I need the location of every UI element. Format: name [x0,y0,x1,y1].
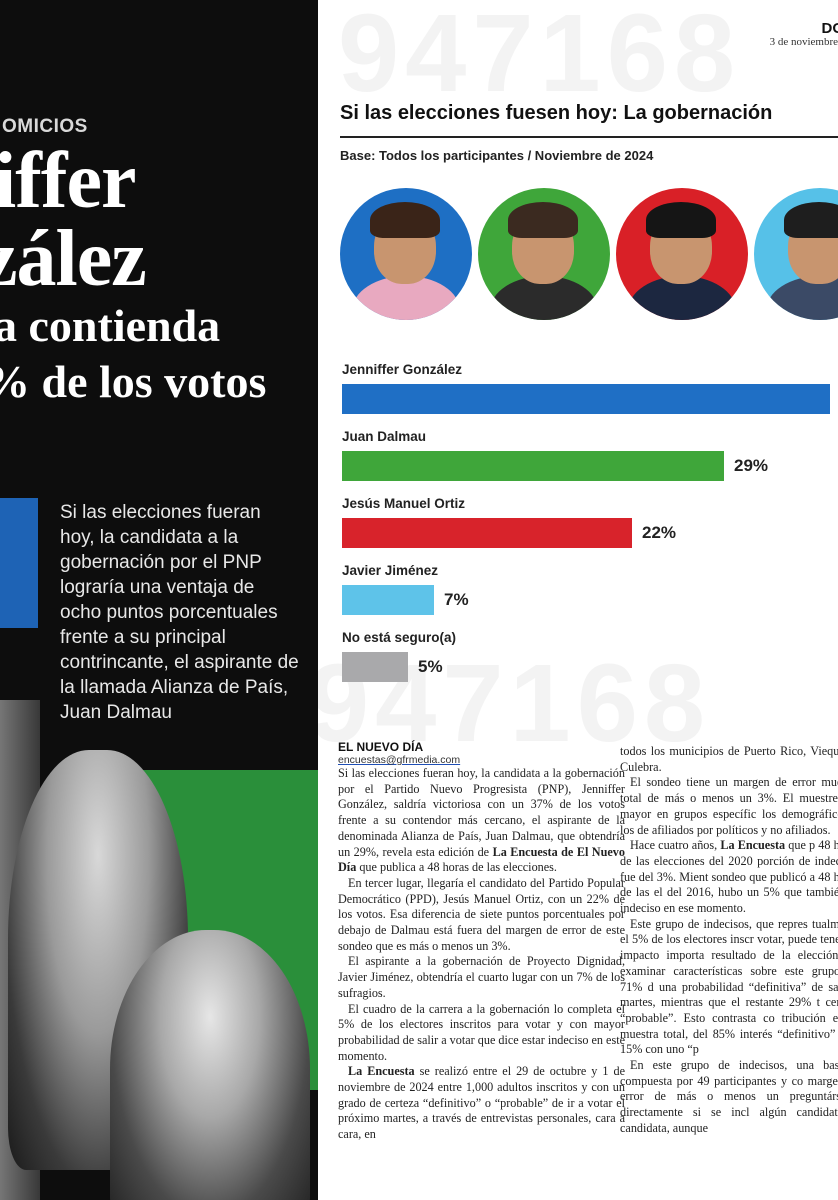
right-page: 947168 947168 DO 3 de noviembre Si las e… [318,0,838,1200]
article-paragraph: El sondeo tiene un margen de error muest… [620,775,838,837]
bar-label: Jesús Manuel Ortiz [342,496,466,511]
article-paragraph: todos los municipios de Puerto Rico, Vie… [620,744,838,774]
graphic-subtitle: Base: Todos los participantes / Noviembr… [340,148,654,163]
bar-label: Javier Jiménez [342,563,439,578]
byline: EL NUEVO DÍA [338,740,424,754]
candidate-portrait [478,188,610,320]
candidates-photo [0,700,318,1200]
bar-value-label: 5% [418,657,443,676]
author-email[interactable]: encuestas@gfrmedia.com [338,754,461,766]
article-paragraph: En este grupo de indecisos, una base p c… [620,1058,838,1135]
deck-text: Si las elecciones fueran hoy, la candida… [60,502,299,723]
graphic-title: Si las elecciones fuesen hoy: La goberna… [340,102,773,124]
portrait-hair [784,202,838,238]
headline-line-2: zález [0,215,147,303]
photo-person-2 [110,930,310,1200]
portrait-hair [370,202,440,238]
bar-value-label: 29% [734,456,769,475]
bar-label: Juan Dalmau [342,429,427,444]
headline-line-4: % de los votos [0,356,267,407]
headline-line-1: iffer [0,137,137,225]
bar-value-label: 7% [444,590,469,609]
bar [342,384,830,414]
article-paragraph: Hace cuatro años, La Encuesta que p 48 h… [620,838,838,916]
article-paragraph: La Encuesta se realizó entre el 29 de oc… [338,1064,625,1142]
headline: iffer zález a contienda % de los votos [0,137,267,410]
title-rule [340,136,838,138]
watermark: 947168 [338,0,742,115]
bar [342,585,434,615]
photo-fragment [0,498,38,628]
article-column-1: EL NUEVO DÍA encuestas@gfrmedia.com Si l… [338,740,625,1143]
section-kicker: OMICIOS [2,116,88,137]
bar-label: No está seguro(a) [342,630,457,645]
article-paragraph: Este grupo de indecisos, que repres tual… [620,916,838,1057]
bar-value-label: 22% [642,523,677,542]
candidate-portrait [616,188,748,320]
portrait-hair [508,202,578,238]
article-paragraph: En tercer lugar, llegaría el candidato d… [338,875,625,953]
article-paragraph: Si las elecciones fueran hoy, la candida… [338,766,625,875]
page-header-id: DO [821,20,838,37]
page-header-date: 3 de noviembre [769,36,838,48]
bar [342,451,724,481]
headline-line-3: a contienda [0,300,221,351]
portrait-hair [646,202,716,238]
article-paragraph: El aspirante a la gobernación de Proyect… [338,954,625,1000]
article-column-2: todos los municipios de Puerto Rico, Vie… [620,744,838,1137]
left-page: OMICIOS iffer zález a contienda % de los… [0,0,318,1200]
bar-label: Jenniffer González [342,362,463,377]
candidate-portrait [754,188,838,320]
article-paragraph: El cuadro de la carrera a la gobernación… [338,1001,625,1063]
bar [342,652,408,682]
candidate-portrait [340,188,472,320]
bar [342,518,632,548]
